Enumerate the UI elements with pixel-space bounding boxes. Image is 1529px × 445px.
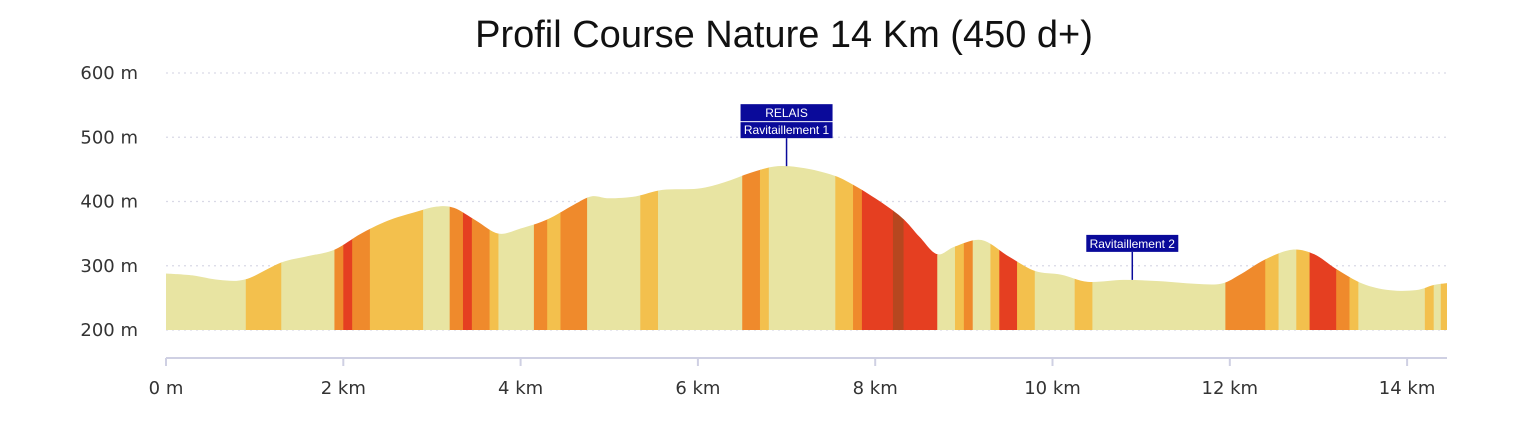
annotation-label: Ravitaillement 1	[744, 123, 830, 137]
x-tick-label: 2 km	[321, 378, 366, 399]
slope-band	[281, 165, 336, 330]
slope-band	[768, 165, 836, 330]
slope-band	[1296, 165, 1311, 330]
slope-band	[369, 165, 424, 330]
slope-band	[587, 165, 641, 330]
slope-band	[963, 165, 974, 330]
annotation-box	[740, 122, 833, 139]
slope-bands	[166, 165, 1447, 330]
grid-lines: 200 m 300 m 400 m 500 m 600 m	[80, 63, 1447, 341]
slope-band	[853, 165, 863, 330]
y-tick-label: 200 m	[80, 320, 138, 341]
slope-band	[1074, 165, 1093, 330]
slope-band	[1278, 165, 1297, 330]
slope-band	[658, 165, 743, 330]
slope-band	[1092, 165, 1226, 330]
annotation-box	[740, 104, 833, 122]
slope-band	[1433, 165, 1442, 330]
slope-band	[245, 165, 282, 330]
slope-band	[1336, 165, 1351, 330]
x-tick-label: 12 km	[1202, 378, 1259, 399]
slope-band	[972, 165, 992, 330]
slope-band	[1034, 165, 1076, 330]
chart-title: Profil Course Nature 14 Km (450 d+)	[475, 14, 1093, 56]
slope-band	[449, 165, 464, 330]
slope-band	[1265, 165, 1280, 330]
slope-band	[334, 165, 344, 330]
slope-band	[999, 165, 1018, 330]
slope-band	[954, 165, 965, 330]
y-tick-label: 400 m	[80, 192, 138, 213]
slope-band	[892, 165, 905, 330]
annotation-box	[1086, 234, 1179, 252]
x-tick-label: 6 km	[675, 378, 720, 399]
y-tick-label: 600 m	[80, 63, 138, 84]
slope-band	[462, 165, 473, 330]
x-tick-label: 8 km	[853, 378, 898, 399]
slope-band	[1358, 165, 1426, 330]
annotation-label: RELAIS	[765, 106, 808, 120]
slope-band	[560, 165, 588, 330]
slope-band	[1017, 165, 1036, 330]
slope-band	[352, 165, 371, 330]
slope-band	[547, 165, 562, 330]
slope-band	[1424, 165, 1435, 330]
x-tick-label: 4 km	[498, 378, 543, 399]
y-tick-label: 300 m	[80, 256, 138, 277]
slope-band	[423, 165, 451, 330]
slope-band	[471, 165, 491, 330]
annotation-label: Ravitaillement 2	[1090, 237, 1176, 251]
x-tick-label: 0 m	[149, 378, 184, 399]
slope-band	[166, 165, 247, 330]
x-tick-label: 10 km	[1024, 378, 1081, 399]
slope-band	[640, 165, 659, 330]
annotations: RELAIS Ravitaillement 1 Ravitaillement 2	[740, 104, 1179, 280]
slope-band	[759, 165, 770, 330]
slope-band	[990, 165, 1000, 330]
slope-band	[489, 165, 500, 330]
slope-band	[1309, 165, 1337, 330]
slope-band	[343, 165, 353, 330]
slope-band	[498, 165, 535, 330]
slope-band	[937, 165, 956, 330]
slope-band	[533, 165, 548, 330]
x-tick-label: 14 km	[1379, 378, 1436, 399]
axes: 0 m 2 km 4 km 6 km 8 km 10 km 12 km 14 km	[149, 357, 1447, 399]
slope-band	[1440, 165, 1447, 330]
y-tick-label: 500 m	[80, 127, 138, 148]
slope-band	[1349, 165, 1359, 330]
slope-band	[1225, 165, 1266, 330]
slope-band	[835, 165, 854, 330]
slope-band	[742, 165, 761, 330]
slope-band	[861, 165, 894, 330]
slope-band	[903, 165, 938, 330]
